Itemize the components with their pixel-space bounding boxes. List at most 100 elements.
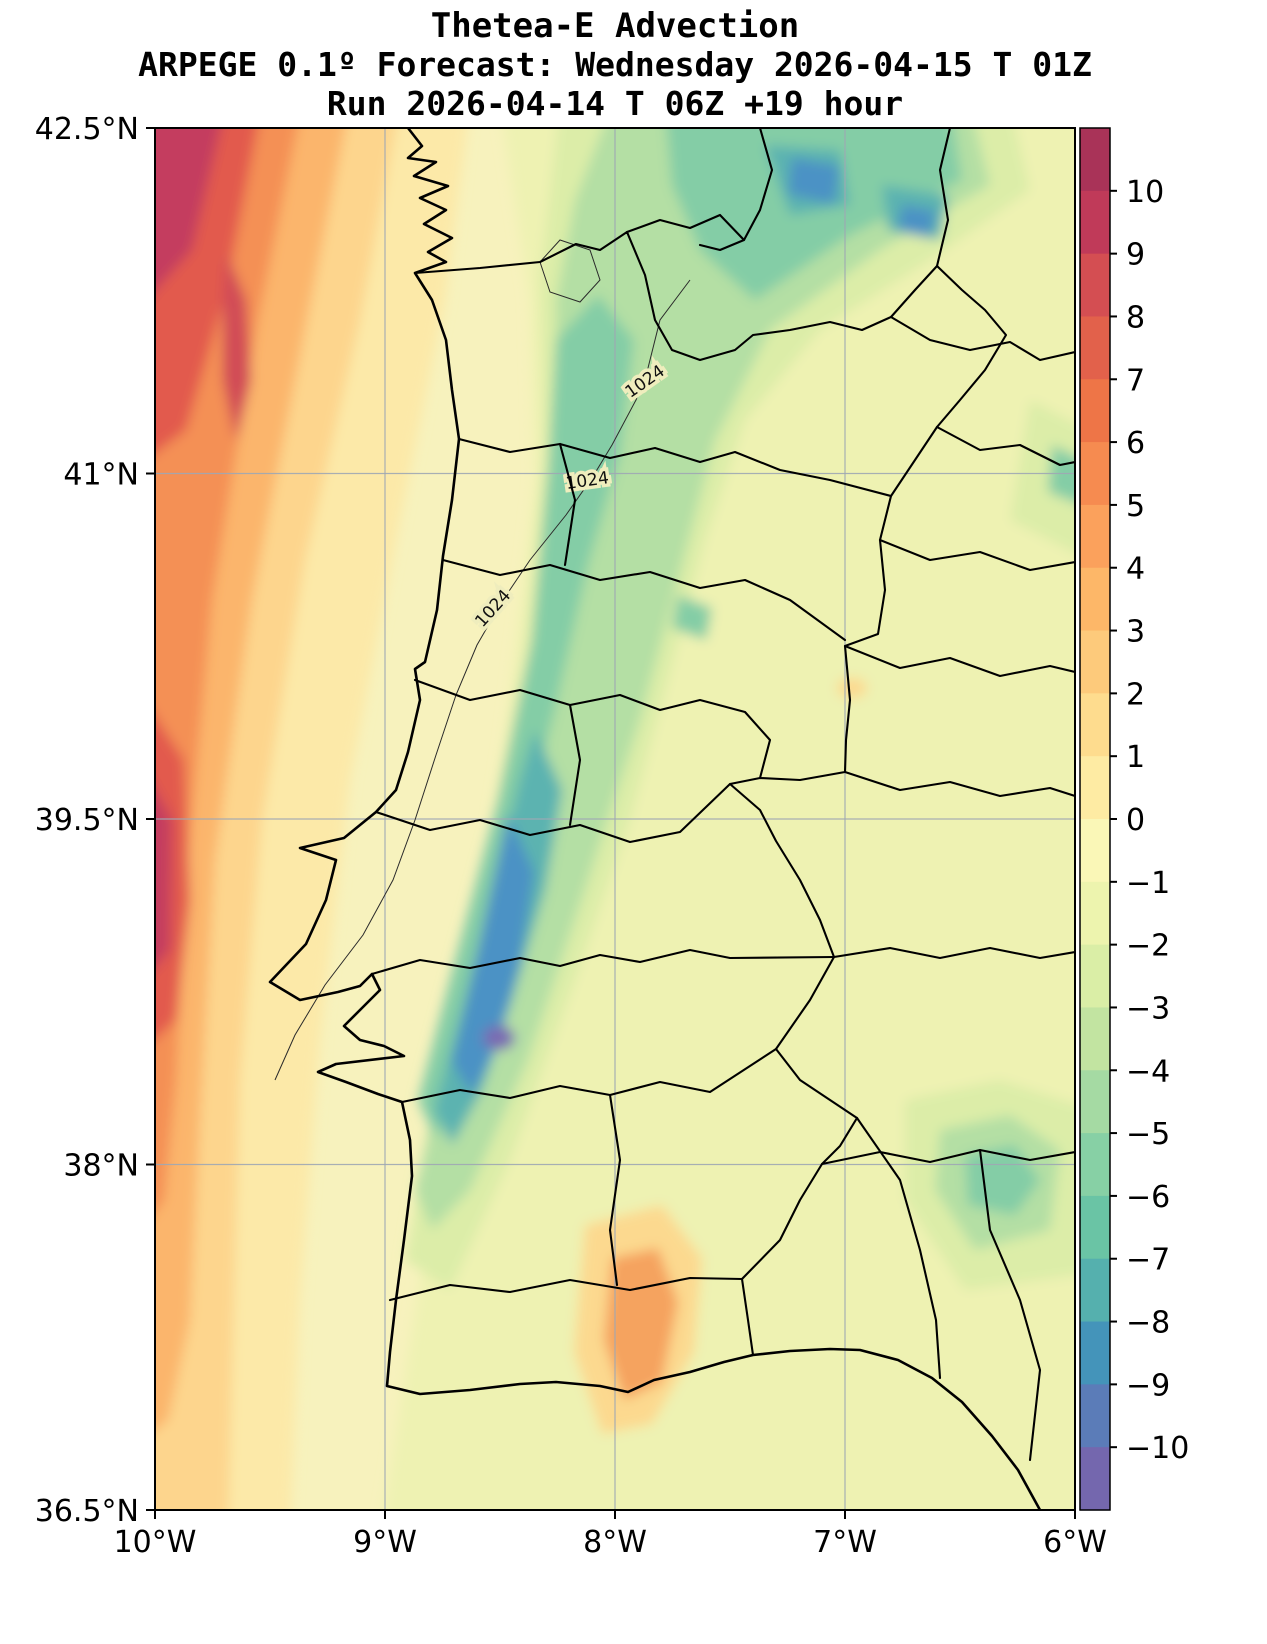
colorbar-tick-label: 7: [1126, 363, 1145, 398]
isobar-1024: [539, 239, 601, 303]
colorbar-band: [1080, 379, 1110, 443]
colorbar-tick-label: −7: [1126, 1243, 1170, 1278]
colorbar-tick-label: −5: [1126, 1117, 1170, 1152]
x-tick-label: 6°W: [1043, 1525, 1107, 1560]
y-tick-label: 41°N: [63, 458, 139, 493]
colorbar-band: [1080, 1133, 1110, 1197]
coastline: [268, 128, 1042, 1510]
x-axis: 10°W 9°W 8°W 7°W 6°W: [114, 1510, 1107, 1560]
district-border: [568, 703, 582, 827]
field-region: [155, 715, 190, 1040]
colorbar-tick-label: −10: [1126, 1431, 1189, 1466]
field-region: [1010, 400, 1075, 554]
district-border: [370, 948, 836, 976]
field-region: [223, 252, 251, 442]
field-region: [837, 678, 867, 698]
y-tick-label: 36.5°N: [35, 1494, 139, 1529]
x-tick-label: 9°W: [353, 1525, 417, 1560]
colorbar-tick-label: 2: [1126, 677, 1145, 712]
colorbar-band: [1080, 944, 1110, 1009]
colorbar: [1080, 128, 1110, 1511]
colorbar-band: [1080, 756, 1110, 820]
colorbar-tick-label: 1: [1126, 740, 1145, 775]
province-border: [855, 1116, 942, 1380]
field-region: [788, 158, 840, 204]
colorbar-band: [1080, 1258, 1110, 1323]
colorbar-band: [1080, 1007, 1110, 1071]
colorbar-band: [1080, 504, 1110, 569]
district-border: [457, 437, 893, 498]
province-border: [878, 538, 1075, 572]
field-region: [898, 205, 936, 237]
colorbar-tick-label: 5: [1126, 489, 1145, 524]
district-border: [388, 1276, 744, 1302]
province-border: [889, 315, 1075, 362]
field-region: [418, 295, 634, 1140]
colorbar-tick-label: −2: [1126, 929, 1170, 964]
colorbar-tick-label: −6: [1126, 1180, 1170, 1215]
colorbar-tick-label: 4: [1126, 552, 1145, 587]
province-border: [625, 213, 746, 242]
field-region: [155, 128, 221, 291]
field-region: [965, 1145, 1040, 1215]
colorbar-tick-label: 3: [1126, 615, 1145, 650]
colorbar-band: [1080, 1384, 1110, 1448]
province-border: [832, 946, 1075, 960]
colorbar-band: [1080, 1321, 1110, 1385]
isobar-1024: [274, 279, 691, 1081]
province-border: [935, 128, 952, 268]
colorbar-tick-label: −8: [1126, 1306, 1170, 1341]
colorbar-band: [1080, 316, 1110, 380]
chart-titles: Thetea-E Advection ARPEGE 0.1º Forecast:…: [0, 6, 1230, 124]
graticule: [155, 128, 1075, 1510]
chart-run-line: Run 2026-04-14 T 06Z +19 hour: [326, 84, 904, 124]
district-border: [608, 1093, 622, 1287]
x-tick-label: 8°W: [583, 1525, 647, 1560]
colorbar-band: [1080, 567, 1110, 632]
colorbar-tick-label: −3: [1126, 991, 1170, 1026]
colorbar-tick-label: −9: [1126, 1368, 1170, 1403]
colorbar-band: [1080, 253, 1110, 318]
province-border: [843, 770, 1075, 798]
colorbar-tick-label: −4: [1126, 1054, 1170, 1089]
field-region: [604, 1248, 678, 1400]
y-tick-label: 42.5°N: [35, 112, 139, 147]
district-border: [441, 558, 847, 642]
y-tick-label: 38°N: [63, 1149, 139, 1184]
chart-title: Thetea-E Advection: [430, 6, 800, 46]
y-axis: 42.5°N 41°N 39.5°N 38°N 36.5°N: [35, 112, 155, 1529]
colorbar-band: [1080, 881, 1110, 946]
colorbar-tick-label: 10: [1126, 175, 1164, 210]
district-border: [400, 1047, 778, 1104]
colorbar-tick-label: 8: [1126, 300, 1145, 335]
colorbar-band: [1080, 1195, 1110, 1260]
colorbar-tick-label: −1: [1126, 866, 1170, 901]
field-region: [483, 1026, 515, 1050]
x-tick-label: 7°W: [813, 1525, 877, 1560]
field-region: [452, 815, 534, 1095]
colorbar-tick-label: 0: [1126, 803, 1145, 838]
colorbar-band: [1080, 630, 1110, 694]
colorbar-band: [1080, 693, 1110, 757]
colorbar-band: [1080, 1447, 1110, 1511]
colorbar-tick-label: 6: [1126, 426, 1145, 461]
colorbar-band: [1080, 128, 1110, 192]
province-border: [820, 1148, 1075, 1166]
colorbar-tick-label: 9: [1126, 238, 1145, 273]
province-border: [843, 644, 1075, 678]
colorbar-band: [1080, 190, 1110, 255]
x-tick-label: 10°W: [114, 1525, 197, 1560]
district-border: [558, 442, 577, 567]
colorbar-band: [1080, 442, 1110, 506]
colorbar-band: [1080, 819, 1110, 883]
y-tick-label: 39.5°N: [35, 803, 139, 838]
province-border: [978, 1148, 1042, 1462]
colorbar-band: [1080, 1070, 1110, 1134]
district-border: [374, 782, 732, 844]
field-region: [667, 128, 962, 300]
province-border: [935, 425, 1075, 467]
field-region: [672, 595, 712, 640]
coast-border-layer: [268, 128, 1075, 1510]
